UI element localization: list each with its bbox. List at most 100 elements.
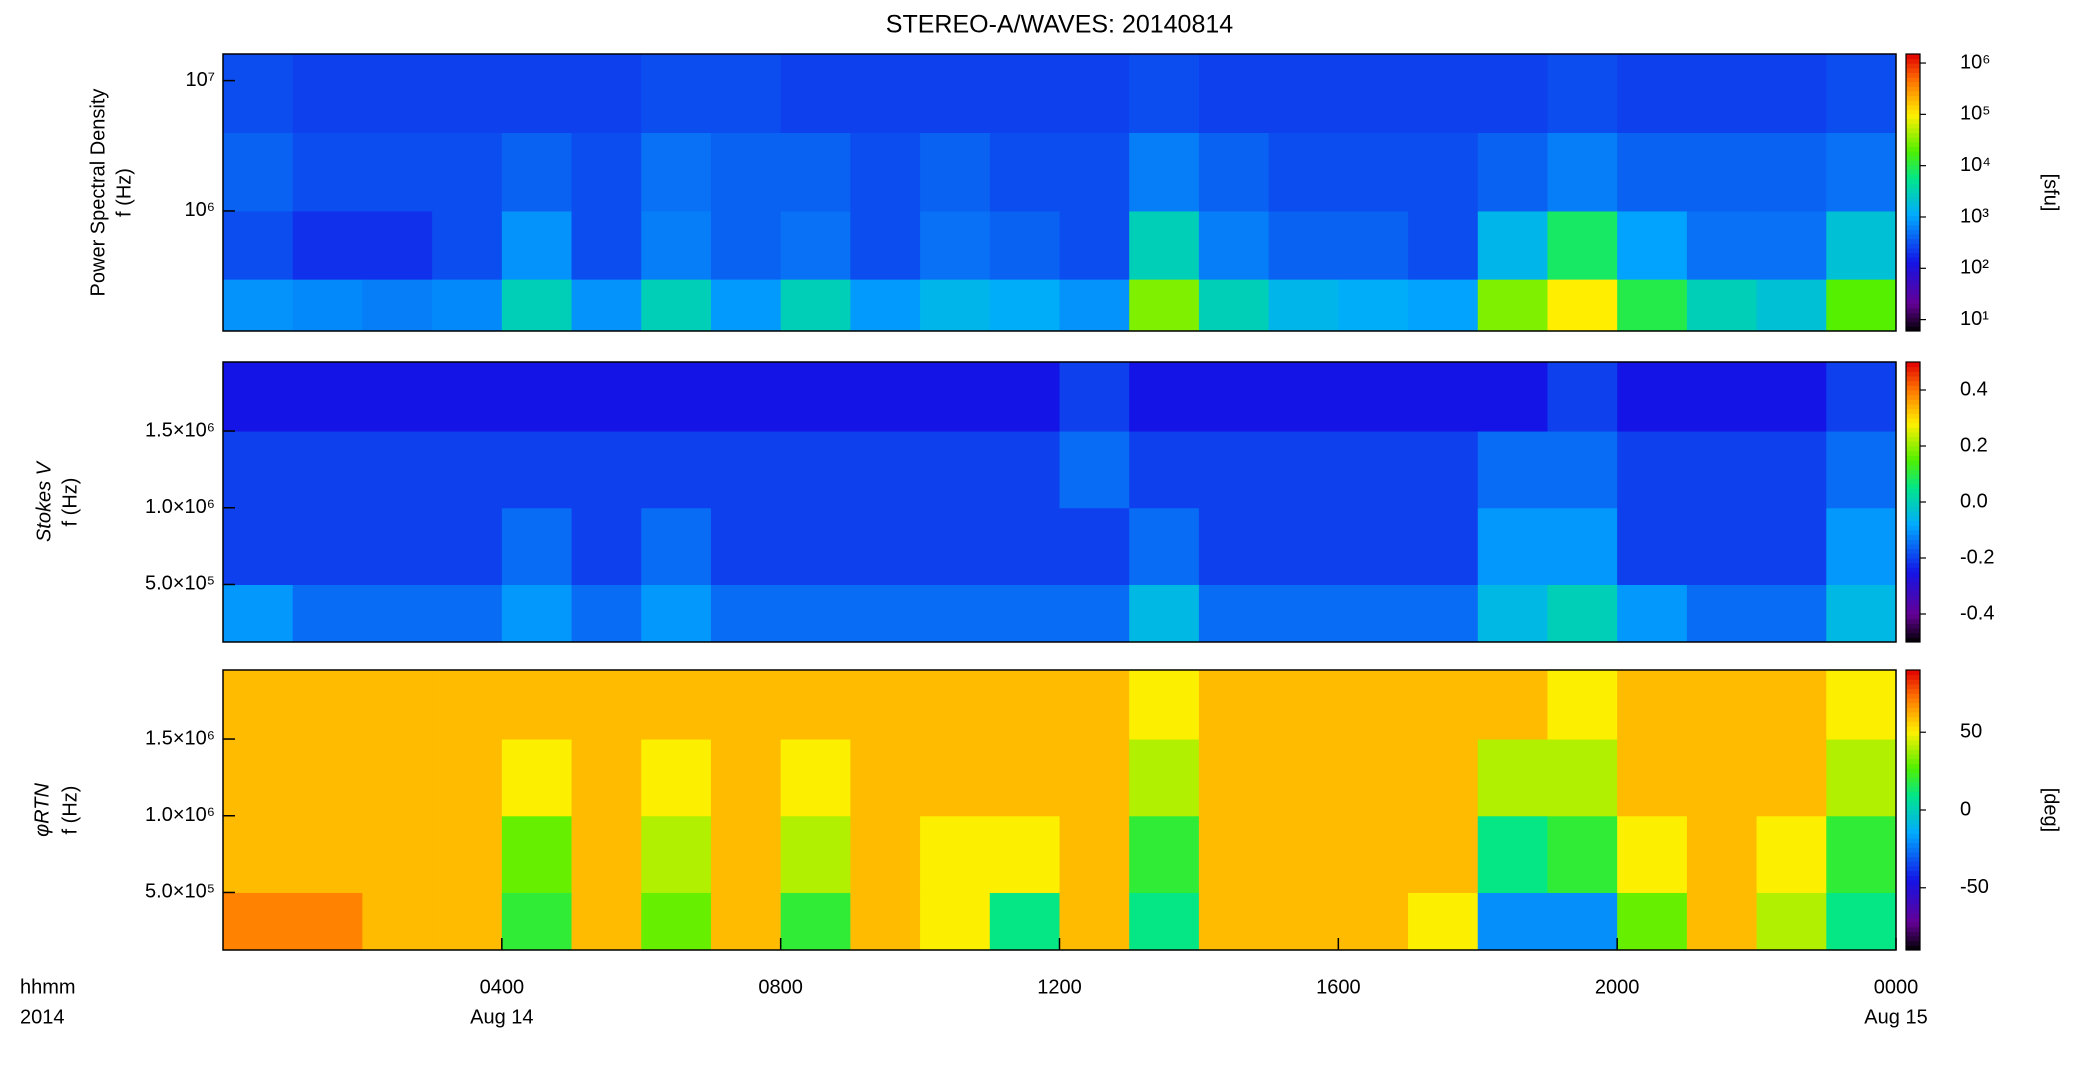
heatmap-cell [850, 54, 921, 133]
heatmap-cell [1826, 54, 1897, 133]
colorbar-segment [1906, 206, 1920, 212]
colorbar-segment [1906, 436, 1920, 442]
heatmap-cell [1408, 739, 1479, 817]
colorbar-segment [1906, 586, 1920, 592]
colorbar-segment [1906, 945, 1920, 951]
colorbar-segment [1906, 511, 1920, 517]
heatmap-cell [1198, 362, 1270, 432]
colorbar-segment [1906, 688, 1920, 694]
heatmap-cell [1756, 132, 1827, 212]
heatmap-cell [920, 431, 991, 509]
heatmap-cell [292, 507, 363, 585]
heatmap-cell [1547, 892, 1618, 951]
colorbar-segment [1906, 889, 1920, 895]
heatmap-cell [641, 584, 712, 643]
heatmap-cell [1826, 584, 1897, 643]
colorbar-segment [1906, 856, 1920, 862]
heatmap-cell [641, 362, 712, 432]
heatmap-cell [850, 431, 921, 509]
colorbar-segment [1906, 280, 1920, 286]
heatmap-cell [223, 362, 294, 432]
colorbar-segment [1906, 408, 1920, 414]
heatmap-cell [501, 431, 573, 509]
colorbar-segment [1906, 800, 1920, 806]
heatmap-cell [1826, 132, 1897, 212]
heatmap-cell [292, 815, 363, 893]
colorbar-segment [1906, 187, 1920, 193]
heatmap-cell [223, 279, 294, 332]
heatmap-cell [1826, 210, 1897, 280]
heatmap-cell [1617, 507, 1688, 585]
heatmap-cell [1547, 54, 1618, 133]
colorbar-segment [1906, 684, 1920, 690]
heatmap-cell [780, 739, 851, 817]
heatmap-cell [1268, 279, 1339, 332]
colorbar-segment [1906, 238, 1920, 244]
heatmap-cell [1686, 279, 1758, 332]
heatmap-cell [1617, 431, 1688, 509]
heatmap-cell [1686, 670, 1758, 740]
heatmap-cell [362, 431, 433, 509]
heatmap-cell [1408, 431, 1479, 509]
heatmap-cell [710, 584, 782, 643]
heatmap-cell [1268, 584, 1339, 643]
colorbar-segment [1906, 791, 1920, 797]
colorbar-segment [1906, 197, 1920, 203]
heatmap-cell [989, 132, 1060, 212]
colorbar-segment [1906, 100, 1920, 106]
heatmap-cell [1826, 507, 1897, 585]
colorbar-tick-label: 0.4 [1960, 378, 1988, 400]
colorbar-segment [1906, 376, 1920, 382]
heatmap-cell [1129, 739, 1200, 817]
colorbar-segment [1906, 371, 1920, 377]
y-tick-label: 10⁷ [186, 69, 215, 91]
colorbar-segment [1906, 637, 1920, 643]
colorbar-segment [1906, 693, 1920, 699]
heatmap-cell [223, 54, 294, 133]
heatmap-cell [850, 670, 921, 740]
heatmap-cell [1338, 670, 1409, 740]
heatmap-cell [710, 670, 782, 740]
heatmap-cell [1826, 279, 1897, 332]
heatmap-cell [1268, 739, 1339, 817]
heatmap-cell [920, 584, 991, 643]
colorbar-segment [1906, 210, 1920, 217]
heatmap-cell [362, 279, 433, 332]
heatmap-cell [1129, 670, 1200, 740]
colorbar-segment [1906, 726, 1920, 732]
heatmap-cell [1129, 431, 1200, 509]
heatmap-cell [780, 670, 851, 740]
heatmap-cell [1129, 279, 1200, 332]
heatmap-cell [501, 892, 573, 951]
heatmap-cell [571, 815, 642, 893]
heatmap-cell [1756, 279, 1827, 332]
heatmap-cell [780, 815, 851, 893]
heatmap-cell [1477, 892, 1548, 951]
heatmap-cell [641, 739, 712, 817]
heatmap-cell [1756, 210, 1827, 280]
heatmap-cell [641, 54, 712, 133]
colorbar-segment [1906, 758, 1920, 764]
colorbar-tick-label: 0.2 [1960, 434, 1988, 456]
colorbar-segment [1906, 903, 1920, 909]
colorbar-segment [1906, 894, 1920, 900]
colorbar-segment [1906, 763, 1920, 769]
heatmap-cell [850, 362, 921, 432]
heatmap-cell [1547, 507, 1618, 585]
heatmap-cell [1547, 210, 1618, 280]
colorbar-segment [1906, 847, 1920, 853]
heatmap-cell [223, 507, 294, 585]
heatmap-cell [1198, 507, 1270, 585]
heatmap-cell [710, 54, 782, 133]
heatmap-cell [1547, 431, 1618, 509]
heatmap-cell [641, 815, 712, 893]
y-axis-label: f (Hz) [113, 168, 135, 217]
colorbar-segment [1906, 58, 1920, 64]
heatmap-cell [1268, 507, 1339, 585]
colorbar-segment [1906, 852, 1920, 858]
colorbar-segment [1906, 303, 1920, 309]
colorbar-segment [1906, 54, 1920, 60]
heatmap-cell [1547, 670, 1618, 740]
x-tick-label: 1600 [1316, 976, 1361, 998]
colorbar-segment [1906, 298, 1920, 304]
